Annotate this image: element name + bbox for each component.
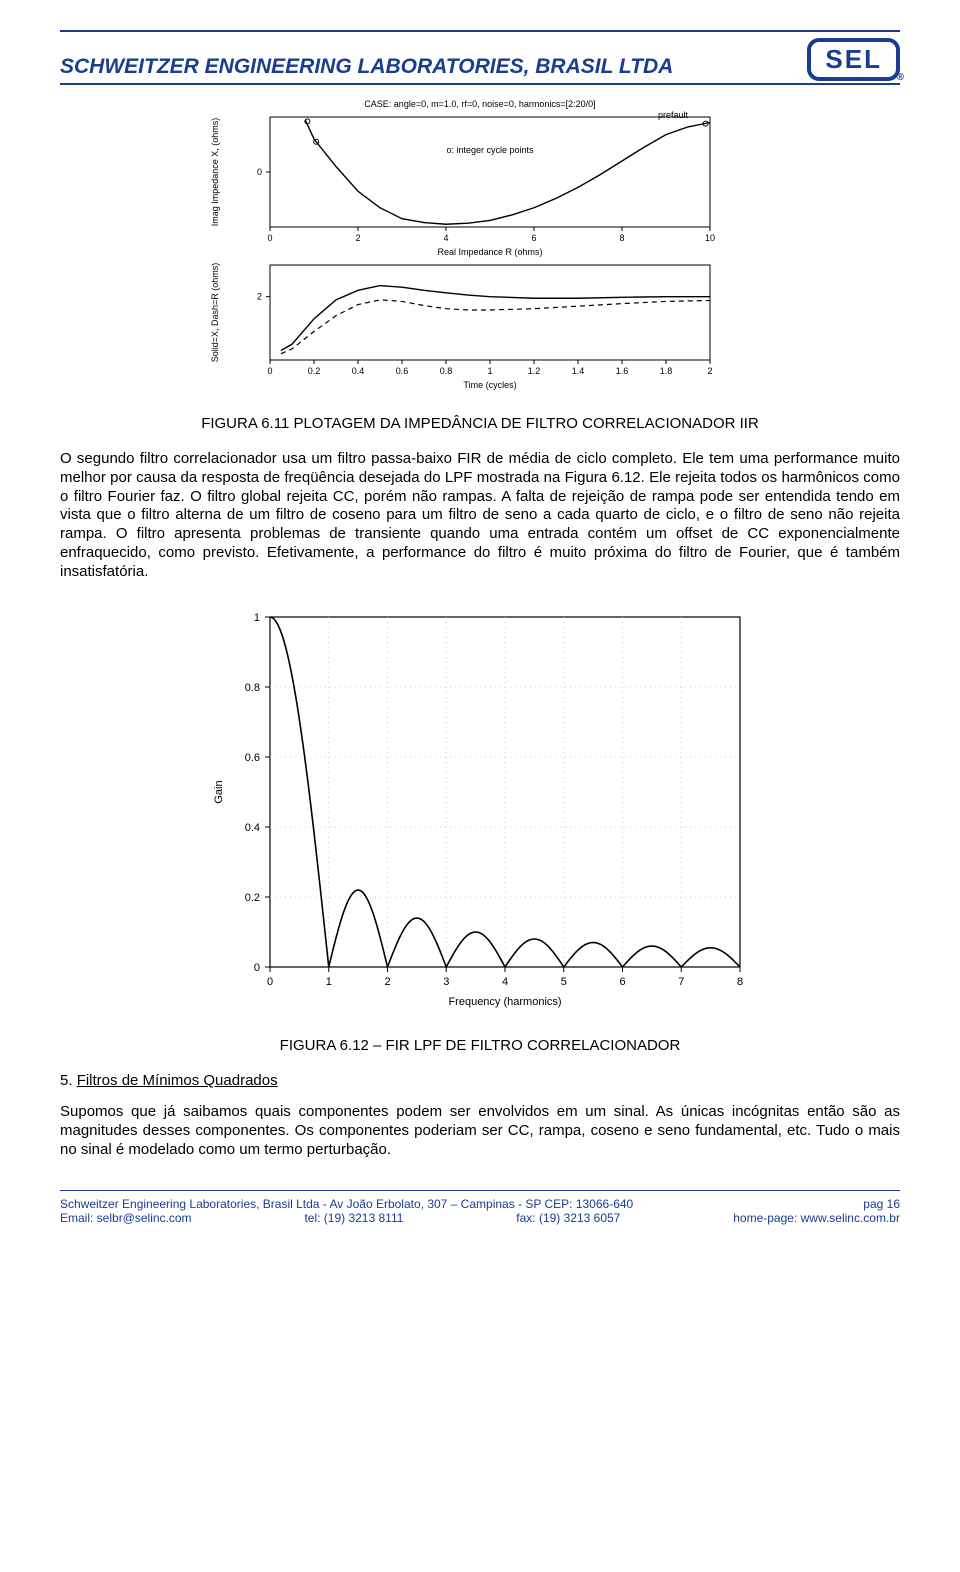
page-header: SCHWEITZER ENGINEERING LABORATORIES, BRA… (60, 30, 900, 85)
footer-tel: tel: (19) 3213 8111 (304, 1211, 403, 1225)
svg-text:7: 7 (678, 976, 684, 988)
svg-text:CASE: angle=0, m=1.0, rf=0, no: CASE: angle=0, m=1.0, rf=0, noise=0, har… (364, 99, 595, 109)
body-paragraph-2: Supomos que já saibamos quais componente… (60, 1103, 900, 1159)
figure-611: CASE: angle=0, m=1.0, rf=0, noise=0, har… (60, 95, 900, 395)
page-footer: Schweitzer Engineering Laboratories, Bra… (60, 1190, 900, 1225)
svg-text:0.2: 0.2 (308, 366, 321, 376)
svg-text:Frequency (harmonics): Frequency (harmonics) (448, 996, 561, 1008)
svg-text:Solid=X, Dash=R (ohms): Solid=X, Dash=R (ohms) (210, 263, 220, 363)
svg-text:1: 1 (487, 366, 492, 376)
gain-plot-svg: 0 1 2 3 4 5 6 7 8 0 0.2 0.4 0.6 0.8 1 Frequency (harmon… (200, 597, 760, 1017)
svg-text:2: 2 (257, 292, 262, 302)
svg-text:8: 8 (737, 976, 743, 988)
svg-text:0.6: 0.6 (245, 752, 260, 764)
svg-text:6: 6 (531, 233, 536, 243)
svg-text:0: 0 (257, 167, 262, 177)
svg-text:1.6: 1.6 (616, 366, 629, 376)
svg-text:0.8: 0.8 (440, 366, 453, 376)
svg-text:0.2: 0.2 (245, 892, 260, 904)
svg-text:0: 0 (267, 976, 273, 988)
footer-fax: fax: (19) 3213 6057 (516, 1211, 620, 1225)
svg-text:1: 1 (254, 612, 260, 624)
svg-text:0.4: 0.4 (245, 822, 260, 834)
svg-text:Time (cycles): Time (cycles) (463, 380, 516, 390)
svg-text:0.4: 0.4 (352, 366, 365, 376)
svg-text:10: 10 (705, 233, 715, 243)
svg-text:1: 1 (326, 976, 332, 988)
footer-homepage: home-page: www.selinc.com.br (733, 1211, 900, 1225)
svg-text:2: 2 (707, 366, 712, 376)
svg-text:2: 2 (355, 233, 360, 243)
figure-612-caption: FIGURA 6.12 – FIR LPF DE FILTRO CORRELAC… (60, 1037, 900, 1054)
svg-text:Imag Impedance X, (ohms): Imag Impedance X, (ohms) (210, 118, 220, 227)
section-5-heading: 5. Filtros de Mínimos Quadrados (60, 1072, 900, 1089)
svg-text:o: integer cycle points: o: integer cycle points (446, 145, 534, 155)
svg-text:0: 0 (267, 366, 272, 376)
svg-text:2: 2 (384, 976, 390, 988)
svg-text:0.8: 0.8 (245, 682, 260, 694)
svg-text:1.2: 1.2 (528, 366, 541, 376)
svg-text:8: 8 (619, 233, 624, 243)
svg-text:0.6: 0.6 (396, 366, 409, 376)
section-number: 5. (60, 1072, 73, 1089)
svg-text:Gain: Gain (213, 781, 225, 804)
footer-page-number: pag 16 (863, 1197, 900, 1211)
figure-611-caption: FIGURA 6.11 PLOTAGEM DA IMPEDÂNCIA DE FI… (60, 415, 900, 432)
svg-text:3: 3 (443, 976, 449, 988)
company-title: SCHWEITZER ENGINEERING LABORATORIES, BRA… (60, 55, 673, 79)
footer-address: Schweitzer Engineering Laboratories, Bra… (60, 1197, 633, 1211)
svg-text:Real Impedance R (ohms): Real Impedance R (ohms) (437, 247, 542, 257)
svg-text:0: 0 (267, 233, 272, 243)
svg-text:0: 0 (254, 962, 260, 974)
svg-text:4: 4 (443, 233, 448, 243)
svg-text:5: 5 (561, 976, 567, 988)
section-title: Filtros de Mínimos Quadrados (77, 1072, 278, 1089)
figure-612: 0 1 2 3 4 5 6 7 8 0 0.2 0.4 0.6 0.8 1 Frequency (harmon… (60, 597, 900, 1017)
svg-text:prefault: prefault (658, 110, 689, 120)
body-paragraph-1: O segundo filtro correlacionador usa um … (60, 450, 900, 581)
svg-text:1.4: 1.4 (572, 366, 585, 376)
svg-text:4: 4 (502, 976, 508, 988)
sel-logo: SEL (807, 38, 900, 81)
svg-text:1.8: 1.8 (660, 366, 673, 376)
impedance-plot-svg: CASE: angle=0, m=1.0, rf=0, noise=0, har… (200, 95, 760, 395)
svg-text:6: 6 (619, 976, 625, 988)
footer-email: Email: selbr@selinc.com (60, 1211, 192, 1225)
